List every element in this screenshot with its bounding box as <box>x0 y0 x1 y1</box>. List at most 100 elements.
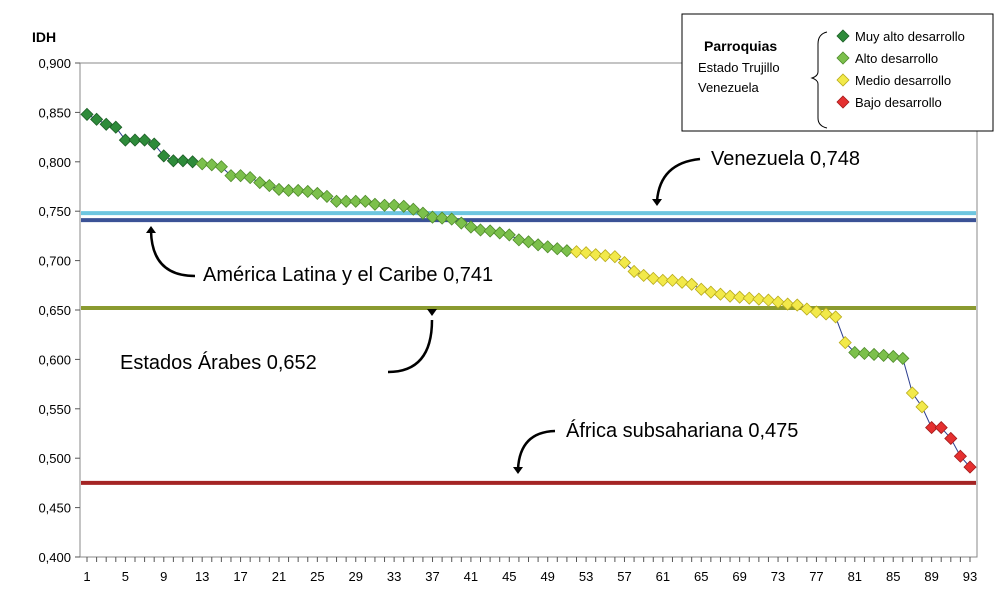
data-point <box>435 211 449 225</box>
data-point <box>627 264 641 279</box>
annotation-arrowhead <box>146 226 156 233</box>
data-point <box>867 347 881 362</box>
y-axis-label: IDH <box>32 29 56 45</box>
y-tick-label: 0,450 <box>38 501 71 516</box>
data-point <box>90 112 104 126</box>
x-tick-label: 89 <box>924 569 938 584</box>
data-point <box>915 400 929 414</box>
x-tick-label: 81 <box>848 569 862 584</box>
legend-entry-label: Medio desarrollo <box>855 73 951 88</box>
legend-marker <box>836 29 850 43</box>
data-point <box>473 223 488 237</box>
reference-label: África subsahariana 0,475 <box>566 419 798 442</box>
x-tick-label: 77 <box>809 569 823 584</box>
x-tick-label: 49 <box>540 569 554 584</box>
x-tick-label: 57 <box>617 569 631 584</box>
x-tick-label: 33 <box>387 569 401 584</box>
reference-label: Estados Árabes 0,652 <box>120 351 317 374</box>
x-axis-ticks: 1 5 9 13 17 21 25 29 33 37 41 45 49 53 57 61 65 69 73 77 81 8… <box>83 557 977 584</box>
data-point <box>205 158 219 172</box>
data-point <box>186 155 200 169</box>
x-tick-label: 21 <box>272 569 286 584</box>
data-point <box>320 189 334 203</box>
y-tick-label: 0,900 <box>38 56 71 71</box>
data-point <box>848 345 862 360</box>
data-point <box>589 248 603 262</box>
x-tick-label: 53 <box>579 569 593 584</box>
data-point <box>483 224 497 238</box>
data-point <box>358 194 372 208</box>
data-point <box>579 246 593 260</box>
data-point <box>761 293 776 307</box>
data-point <box>329 194 344 208</box>
data-point <box>233 169 248 183</box>
data-point <box>281 183 296 198</box>
data-point <box>272 182 286 197</box>
data-point <box>723 289 737 303</box>
data-point <box>502 228 516 242</box>
data-point <box>790 298 804 312</box>
data-point <box>569 245 584 259</box>
data-point <box>310 186 324 200</box>
data-point <box>809 305 824 319</box>
legend-marker <box>836 95 850 109</box>
x-tick-label: 41 <box>464 569 478 584</box>
data-point <box>109 120 123 134</box>
data-point <box>377 198 392 212</box>
y-tick-label: 0,750 <box>38 204 71 219</box>
data-point <box>646 271 660 285</box>
x-tick-label: 65 <box>694 569 708 584</box>
x-tick-label: 29 <box>349 569 363 584</box>
data-point <box>963 460 977 474</box>
data-points <box>80 107 977 474</box>
x-tick-label: 85 <box>886 569 900 584</box>
data-point <box>733 290 747 304</box>
legend-entry-label: Muy alto desarrollo <box>855 29 965 44</box>
y-tick-label: 0,850 <box>38 105 71 120</box>
data-point <box>886 349 900 364</box>
legend-title: Parroquias <box>704 38 777 54</box>
data-point <box>512 233 526 247</box>
data-point <box>637 268 651 282</box>
data-point <box>118 133 132 147</box>
data-point <box>838 336 852 350</box>
data-point <box>857 346 871 361</box>
data-point <box>675 275 689 289</box>
data-point <box>253 175 267 190</box>
data-point <box>665 273 680 287</box>
data-point <box>99 117 113 131</box>
data-point <box>656 273 670 287</box>
x-tick-label: 25 <box>310 569 324 584</box>
data-point <box>694 282 708 296</box>
data-point <box>387 198 401 212</box>
data-point <box>541 240 555 254</box>
data-point <box>291 183 305 198</box>
data-point <box>224 169 238 183</box>
legend-subtitle-line-1: Estado Trujillo <box>698 60 780 75</box>
y-tick-label: 0,800 <box>38 155 71 170</box>
data-point <box>925 421 939 435</box>
data-point <box>550 242 564 256</box>
reference-annotations: Venezuela 0,748 América Latina y el Carib… <box>120 148 860 474</box>
data-point <box>752 292 766 306</box>
data-point <box>953 449 967 463</box>
legend-marker <box>836 73 850 87</box>
data-point <box>397 199 411 213</box>
y-tick-label: 0,500 <box>38 451 71 466</box>
reference-lines <box>81 211 976 485</box>
data-point <box>560 244 574 258</box>
y-tick-label: 0,700 <box>38 254 71 269</box>
data-point <box>800 302 814 316</box>
data-point <box>147 137 161 151</box>
annotation-arrow <box>516 429 556 470</box>
data-point <box>598 249 612 263</box>
data-point <box>454 216 468 230</box>
data-point <box>531 238 545 252</box>
data-point <box>771 295 785 309</box>
y-tick-label: 0,600 <box>38 352 71 367</box>
annotation-arrowhead <box>513 467 523 474</box>
x-tick-label: 61 <box>656 569 670 584</box>
annotation-arrowhead <box>427 309 437 316</box>
annotation-arrow <box>149 230 196 278</box>
x-tick-label: 13 <box>195 569 209 584</box>
